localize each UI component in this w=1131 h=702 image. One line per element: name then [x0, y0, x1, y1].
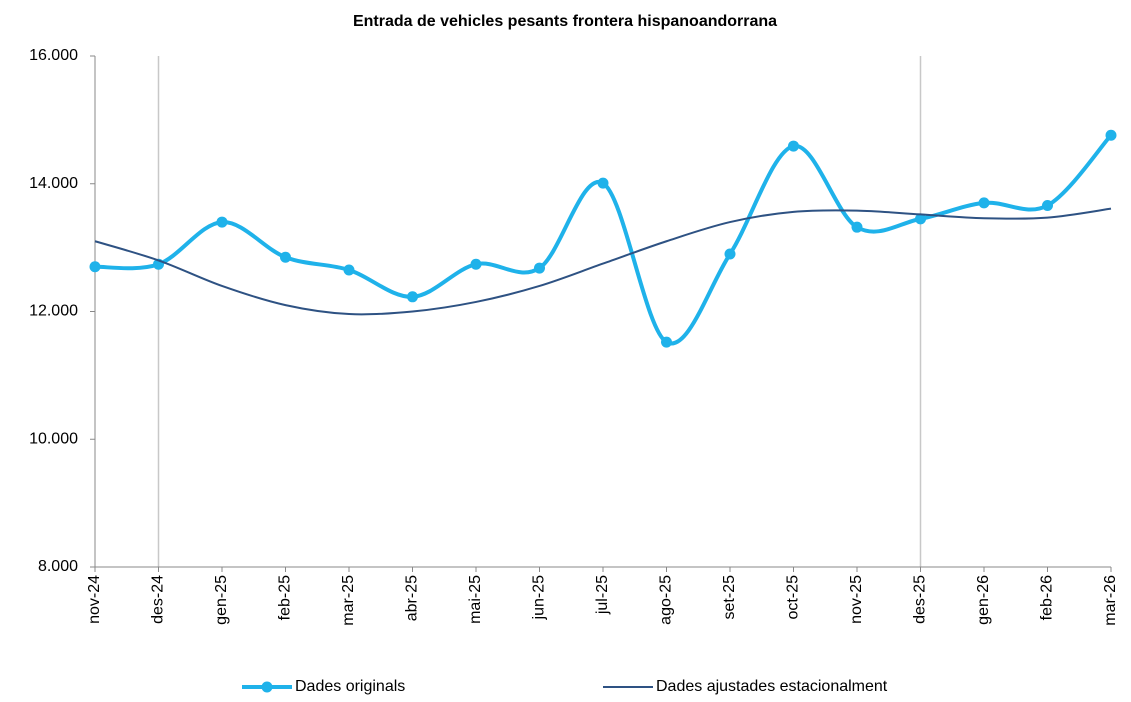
y-tick-label: 12.000 [29, 303, 78, 320]
x-tick-label: nov-24 [86, 575, 103, 624]
data-point [978, 197, 990, 209]
x-tick-label: feb-26 [1039, 575, 1056, 620]
data-point [470, 258, 482, 270]
data-point [1042, 199, 1053, 211]
data-point [534, 262, 545, 274]
x-tick-label: des-24 [150, 575, 167, 624]
data-point [661, 336, 672, 348]
x-tick-label: mar-25 [340, 575, 357, 626]
data-point [597, 177, 609, 189]
data-point [915, 213, 926, 225]
chart-title: Entrada de vehicles pesants frontera his… [353, 13, 777, 30]
x-tick-label: nov-25 [848, 575, 865, 624]
data-point [724, 248, 736, 260]
y-tick-label: 10.000 [29, 430, 78, 447]
legend-marker [261, 681, 273, 693]
y-tick-label: 16.000 [29, 47, 78, 64]
data-point [343, 264, 355, 276]
x-tick-label: mai-25 [467, 575, 484, 624]
data-point [89, 261, 101, 273]
series-line [94, 207, 1112, 316]
y-tick-label: 14.000 [29, 175, 78, 192]
data-point [280, 251, 291, 263]
x-tick-label: gen-26 [975, 575, 992, 625]
data-point [407, 291, 418, 303]
legend-label: Dades originals [295, 678, 405, 695]
y-tick-label: 8.000 [38, 558, 78, 575]
x-tick-label: jul-25 [594, 575, 611, 615]
x-tick-label: jun-25 [531, 575, 548, 621]
data-point [851, 221, 863, 233]
data-point [788, 140, 799, 152]
x-tick-label: set-25 [721, 575, 738, 620]
data-point [1105, 129, 1117, 141]
data-point [216, 216, 228, 228]
x-tick-label: gen-25 [213, 575, 230, 625]
x-tick-label: mar-26 [1102, 575, 1119, 626]
legend-label: Dades ajustades estacionalment [656, 678, 888, 695]
x-tick-label: ago-25 [658, 575, 675, 625]
x-tick-label: abr-25 [404, 575, 421, 621]
x-tick-label: feb-25 [277, 575, 294, 620]
series-line [94, 133, 1113, 346]
x-tick-label: des-25 [912, 575, 929, 624]
x-tick-label: oct-25 [785, 575, 802, 620]
